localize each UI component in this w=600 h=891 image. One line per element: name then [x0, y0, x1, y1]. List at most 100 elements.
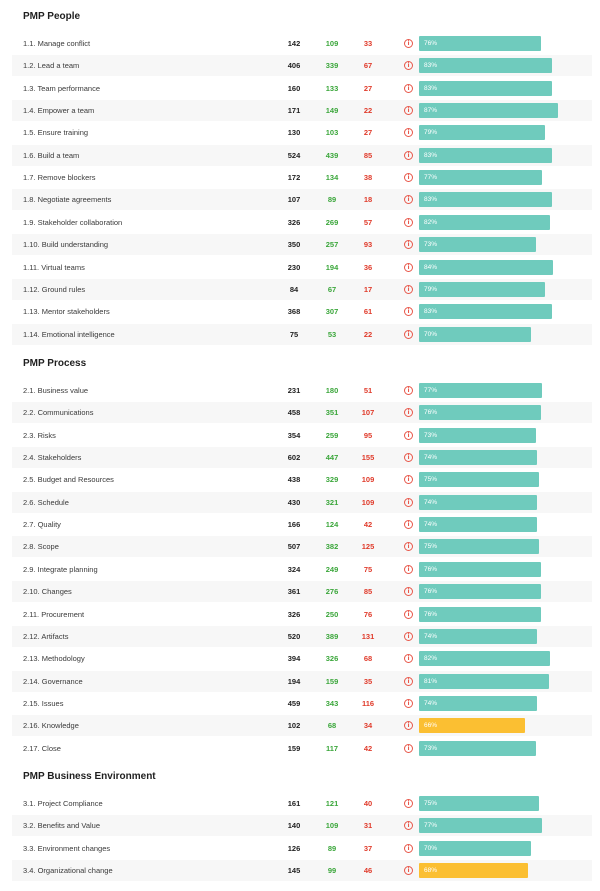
- total-count: 354: [287, 430, 301, 440]
- score-bar[interactable]: 76%: [419, 584, 541, 600]
- score-percent: 74%: [424, 699, 438, 707]
- correct-count: 67: [327, 284, 337, 294]
- score-bar[interactable]: 70%: [419, 840, 531, 856]
- score-bar[interactable]: 74%: [419, 494, 537, 510]
- info-icon[interactable]: i: [404, 150, 413, 160]
- score-percent: 73%: [424, 744, 438, 752]
- info-icon[interactable]: i: [404, 721, 413, 731]
- score-bar[interactable]: 83%: [419, 147, 552, 163]
- score-bar[interactable]: 81%: [419, 673, 549, 689]
- score-bar[interactable]: 82%: [419, 651, 550, 667]
- score-bar[interactable]: 79%: [419, 125, 545, 141]
- score-bar[interactable]: 73%: [419, 237, 536, 253]
- topic-label: 1.3. Team performance: [23, 83, 100, 93]
- topic-label: 1.9. Stakeholder collaboration: [23, 217, 123, 227]
- score-bar[interactable]: 75%: [419, 539, 539, 555]
- info-icon[interactable]: i: [404, 475, 413, 485]
- info-icon[interactable]: i: [404, 408, 413, 418]
- info-icon[interactable]: i: [404, 520, 413, 530]
- total-count: 326: [287, 609, 301, 619]
- score-bar[interactable]: 74%: [419, 450, 537, 466]
- total-count: 102: [287, 721, 301, 731]
- score-bar[interactable]: 76%: [419, 36, 541, 51]
- info-icon[interactable]: i: [404, 743, 413, 753]
- score-bar[interactable]: 77%: [419, 383, 542, 398]
- info-icon[interactable]: i: [404, 195, 413, 205]
- score-bar[interactable]: 76%: [419, 606, 541, 622]
- info-icon[interactable]: i: [404, 284, 413, 294]
- score-bar[interactable]: 74%: [419, 628, 537, 644]
- topic-label: 2.10. Changes: [23, 587, 72, 597]
- info-icon[interactable]: i: [404, 386, 413, 395]
- correct-count: 109: [325, 39, 339, 48]
- info-icon[interactable]: i: [404, 654, 413, 664]
- wrong-count: 76: [363, 609, 373, 619]
- info-icon[interactable]: i: [404, 799, 413, 808]
- info-icon[interactable]: i: [404, 866, 413, 876]
- score-bar[interactable]: 74%: [419, 517, 537, 533]
- info-icon[interactable]: i: [404, 542, 413, 552]
- total-count: 140: [287, 821, 301, 831]
- info-icon[interactable]: i: [404, 676, 413, 686]
- wrong-count: 109: [361, 475, 375, 485]
- info-icon[interactable]: i: [404, 106, 413, 116]
- info-icon[interactable]: i: [404, 39, 413, 48]
- info-icon[interactable]: i: [404, 128, 413, 138]
- total-count: 406: [287, 61, 301, 71]
- info-icon[interactable]: i: [404, 329, 413, 339]
- score-bar[interactable]: 74%: [419, 695, 537, 711]
- topic-label: 2.3. Risks: [23, 430, 56, 440]
- score-bar[interactable]: 68%: [419, 863, 528, 879]
- info-icon[interactable]: i: [404, 821, 413, 831]
- info-icon[interactable]: i: [404, 61, 413, 71]
- info-icon[interactable]: i: [404, 631, 413, 641]
- correct-count: 351: [325, 408, 339, 418]
- wrong-count: 85: [363, 587, 373, 597]
- info-icon[interactable]: i: [404, 240, 413, 250]
- info-icon[interactable]: i: [404, 497, 413, 507]
- topic-label: 1.11. Virtual teams: [23, 262, 85, 272]
- info-icon[interactable]: i: [404, 307, 413, 317]
- score-bar[interactable]: 77%: [419, 818, 542, 834]
- wrong-count: 67: [363, 61, 373, 71]
- info-icon[interactable]: i: [404, 587, 413, 597]
- table-row: 2.12. Artifacts 520 389 131 i 74%: [12, 625, 592, 647]
- wrong-count: 85: [363, 150, 373, 160]
- info-icon[interactable]: i: [404, 83, 413, 93]
- info-icon[interactable]: i: [404, 698, 413, 708]
- score-bar[interactable]: 75%: [419, 472, 539, 488]
- info-icon[interactable]: i: [404, 453, 413, 463]
- score-bar[interactable]: 76%: [419, 561, 541, 577]
- wrong-count: 107: [361, 408, 375, 418]
- score-bar[interactable]: 76%: [419, 405, 541, 421]
- score-bar[interactable]: 84%: [419, 259, 553, 275]
- score-bar[interactable]: 82%: [419, 214, 550, 230]
- score-bar[interactable]: 73%: [419, 427, 536, 443]
- score-bar[interactable]: 79%: [419, 281, 545, 297]
- score-bar[interactable]: 87%: [419, 103, 558, 119]
- topic-label: 1.14. Emotional intelligence: [23, 329, 115, 339]
- info-icon[interactable]: i: [404, 430, 413, 440]
- score-bar[interactable]: 83%: [419, 304, 552, 320]
- score-bar[interactable]: 77%: [419, 170, 542, 186]
- table-row: 2.1. Business value 231 180 51 i 77%: [12, 380, 592, 401]
- info-icon[interactable]: i: [404, 173, 413, 183]
- info-icon[interactable]: i: [404, 262, 413, 272]
- wrong-count: 18: [363, 195, 373, 205]
- info-icon[interactable]: i: [404, 609, 413, 619]
- info-icon[interactable]: i: [404, 217, 413, 227]
- score-bar[interactable]: 73%: [419, 740, 536, 756]
- info-icon[interactable]: i: [404, 564, 413, 574]
- score-bar[interactable]: 83%: [419, 192, 552, 208]
- score-bar[interactable]: 70%: [419, 326, 531, 342]
- score-percent: 79%: [424, 285, 438, 293]
- score-bar[interactable]: 75%: [419, 796, 539, 811]
- correct-count: 276: [325, 587, 339, 597]
- info-icon[interactable]: i: [404, 843, 413, 853]
- score-bar[interactable]: 83%: [419, 58, 552, 74]
- total-count: 126: [287, 843, 301, 853]
- total-count: 166: [287, 520, 301, 530]
- score-bar[interactable]: 66%: [419, 718, 525, 734]
- score-bar[interactable]: 83%: [419, 80, 552, 96]
- table-row: 1.13. Mentor stakeholders 368 307 61 i 83%: [12, 301, 592, 322]
